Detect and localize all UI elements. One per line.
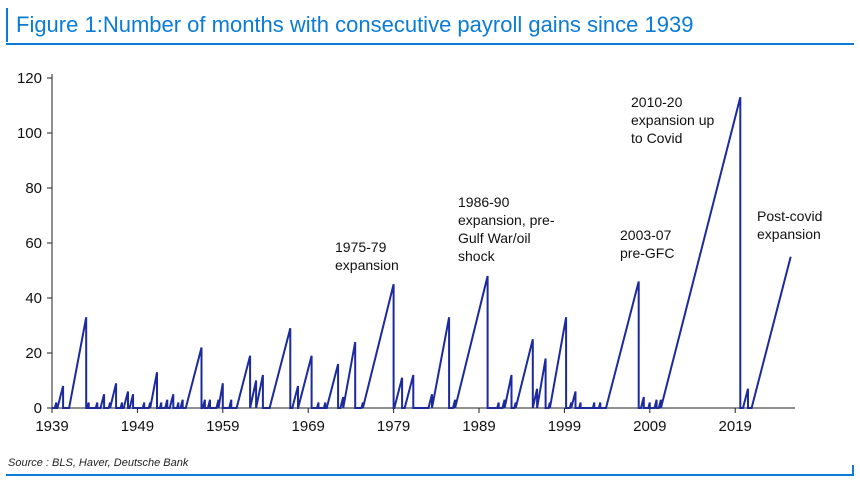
- x-tick-label: 1979: [377, 418, 410, 435]
- annotation-3: 2010-20 expansion up to Covid: [631, 94, 715, 146]
- x-tick-label: 1959: [206, 418, 239, 435]
- annotation-line: to Covid: [631, 130, 682, 146]
- annotation-0: 1975-79 expansion: [335, 239, 399, 273]
- y-tick-label: 0: [34, 400, 42, 417]
- title-bar: Figure 1:Number of months with consecuti…: [6, 8, 856, 42]
- chart-canvas: 0 20 40 60 80 100 120 1939 1949 1959 1969 1979 1989 1…: [17, 70, 822, 435]
- y-tick-label: 40: [25, 290, 42, 307]
- x-tick-label: 1999: [548, 418, 581, 435]
- y-tick-label: 100: [17, 125, 42, 142]
- annotation-line: Post-covid: [757, 208, 822, 224]
- y-tick-label: 120: [17, 70, 42, 87]
- annotation-line: Gulf War/oil: [458, 230, 531, 246]
- annotation-1: 1986-90 expansion, pre- Gulf War/oil shock: [458, 194, 555, 264]
- bottom-divider: [6, 474, 854, 476]
- x-tick-label: 2009: [633, 418, 666, 435]
- source-note: Source : BLS, Haver, Deutsche Bank: [8, 457, 189, 469]
- annotation-line: expansion, pre-: [458, 212, 555, 228]
- annotation-line: expansion: [335, 257, 399, 273]
- x-tick-label: 1989: [462, 418, 495, 435]
- x-tick-label: 1949: [121, 418, 154, 435]
- title-divider: [6, 43, 854, 45]
- annotation-line: 2010-20: [631, 94, 683, 110]
- x-tick-label: 1939: [35, 418, 68, 435]
- annotation-line: shock: [458, 248, 496, 264]
- y-tick-label: 80: [25, 180, 42, 197]
- annotation-4: Post-covid expansion: [757, 208, 822, 242]
- annotation-line: 2003-07: [620, 227, 672, 243]
- annotation-line: expansion: [757, 226, 821, 242]
- y-tick-label: 60: [25, 235, 42, 252]
- annotation-2: 2003-07 pre-GFC: [620, 227, 674, 261]
- x-tick-label: 1969: [292, 418, 325, 435]
- chart-title: Figure 1:Number of months with consecuti…: [16, 12, 694, 37]
- y-tick-label: 20: [25, 345, 42, 362]
- series-line-payroll-gains: [52, 97, 792, 409]
- annotation-line: pre-GFC: [620, 245, 674, 261]
- annotation-line: 1975-79: [335, 239, 387, 255]
- annotation-line: 1986-90: [458, 194, 510, 210]
- x-tick-label: 2019: [719, 418, 752, 435]
- annotation-line: expansion up: [631, 112, 715, 128]
- bottom-corner-mark: [852, 465, 854, 475]
